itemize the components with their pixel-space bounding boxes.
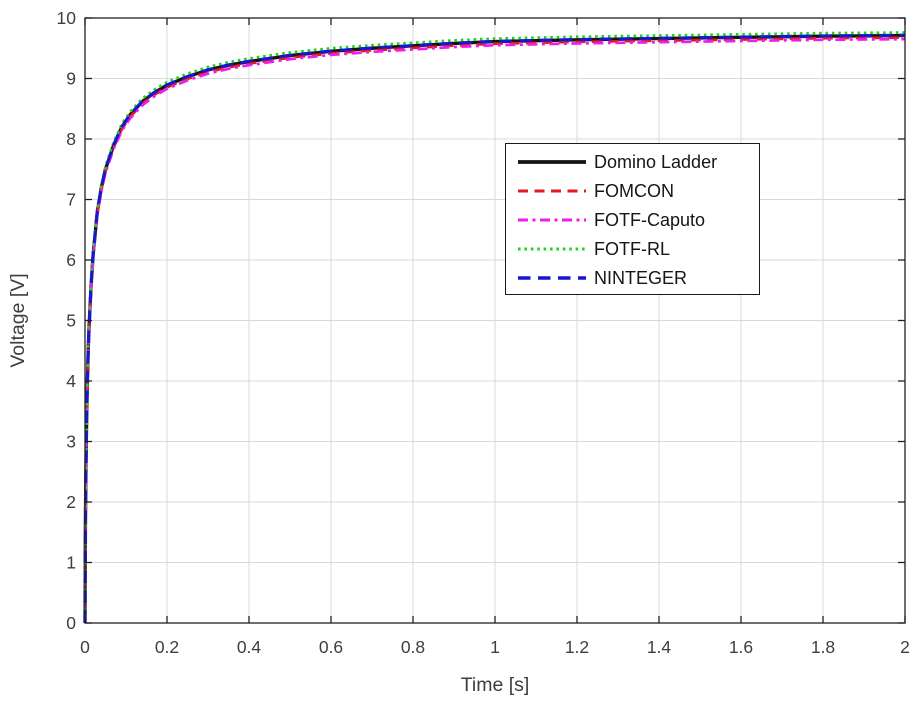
series-line-fotf-caputo [83,37,906,624]
y-tick-label: 9 [66,69,76,89]
y-tick-label: 6 [66,250,76,270]
y-tick-label: 0 [66,613,76,633]
x-tick-label: 0.2 [155,637,179,657]
y-tick-label: 8 [66,129,76,149]
y-axis-label: Voltage [V] [7,273,29,367]
x-tick-label: 1.4 [647,637,672,657]
legend-item: NINTEGER [506,263,759,292]
legend-label: NINTEGER [594,267,688,288]
series-line-fotf-rl [83,31,906,624]
legend-label: FOTF-Caputo [594,209,706,230]
legend-line-sample-dashed [518,188,586,193]
series-line-fomcon [83,36,906,624]
legend-line-sample-solid [518,159,586,164]
x-tick-label: 1 [490,637,500,657]
series-line-ninteger [83,33,906,624]
y-tick-label: 1 [66,553,76,573]
x-tick-label: 0.6 [319,637,343,657]
legend-line-sample-dashed [518,275,586,280]
legend-item: Domino Ladder [506,147,759,176]
x-tick-label: 0.8 [401,637,425,657]
y-tick-label: 5 [66,311,76,331]
x-axis-label: Time [s] [461,674,530,696]
legend-box: Domino Ladder FOMCON FOTF-Caputo FOTF-RL NIN… [505,143,760,295]
legend-line-sample-dotted [518,246,586,251]
y-tick-label: 7 [66,190,76,210]
x-tick-label: 1.2 [565,637,589,657]
x-tick-label: 0 [80,637,90,657]
x-tick-label: 1.6 [729,637,753,657]
y-tick-label: 4 [66,371,76,391]
x-tick-label: 2 [900,637,910,657]
y-tick-label: 3 [66,432,76,452]
legend-item: FOTF-Caputo [506,205,759,234]
legend-label: Domino Ladder [594,151,718,172]
legend-label: FOTF-RL [594,238,670,259]
y-tick-label: 10 [57,8,77,28]
x-tick-label: 0.4 [237,637,262,657]
legend-item: FOMCON [506,176,759,205]
legend-item: FOTF-RL [506,234,759,263]
legend-label: FOMCON [594,180,674,201]
x-tick-label: 1.8 [811,637,835,657]
legend-line-sample-dash-dot [518,217,586,222]
y-tick-label: 2 [66,492,76,512]
